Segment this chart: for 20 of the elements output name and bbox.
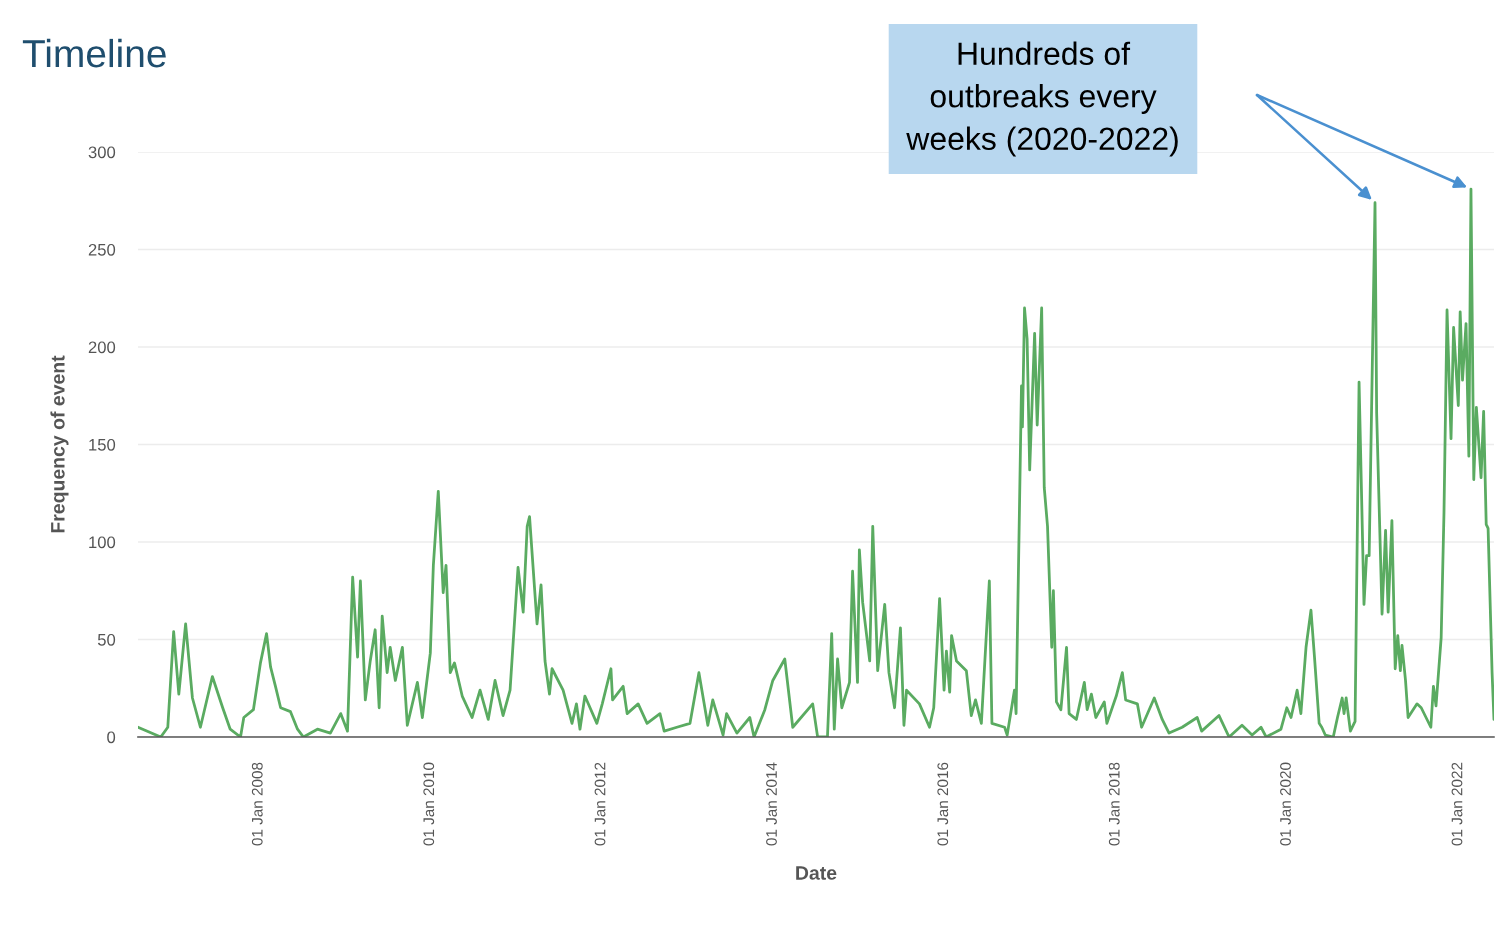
x-tick-label: 01 Jan 2014 xyxy=(766,762,777,846)
y-axis-title: Frequency of event xyxy=(50,355,69,533)
x-tick-label: 01 Jan 2010 xyxy=(423,762,435,846)
y-tick-label: 50 xyxy=(97,633,116,646)
y-tick-label: 200 xyxy=(88,341,116,354)
x-tick-label: 01 Jan 2008 xyxy=(251,762,263,846)
y-tick-label: 300 xyxy=(88,146,116,159)
x-axis-title: Date xyxy=(796,866,837,880)
chart-title: Timeline xyxy=(22,38,166,68)
y-tick-label: 250 xyxy=(88,243,116,256)
x-tick-label: 01 Jan 2018 xyxy=(1108,762,1120,846)
line-series xyxy=(138,187,1494,737)
x-tick-label: 01 Jan 2020 xyxy=(1280,762,1291,846)
y-tick-label: 0 xyxy=(107,731,116,744)
y-tick-label: 100 xyxy=(89,536,116,549)
x-tick-label: 01 Jan 2012 xyxy=(594,762,606,846)
y-tick-label: 150 xyxy=(89,438,116,451)
x-tick-label: 01 Jan 2022 xyxy=(1451,762,1463,846)
annotation: Hundreds of outbreaks every weeks (2020-2022) xyxy=(906,41,1178,157)
x-tick-label: 01 Jan 2016 xyxy=(937,762,949,846)
